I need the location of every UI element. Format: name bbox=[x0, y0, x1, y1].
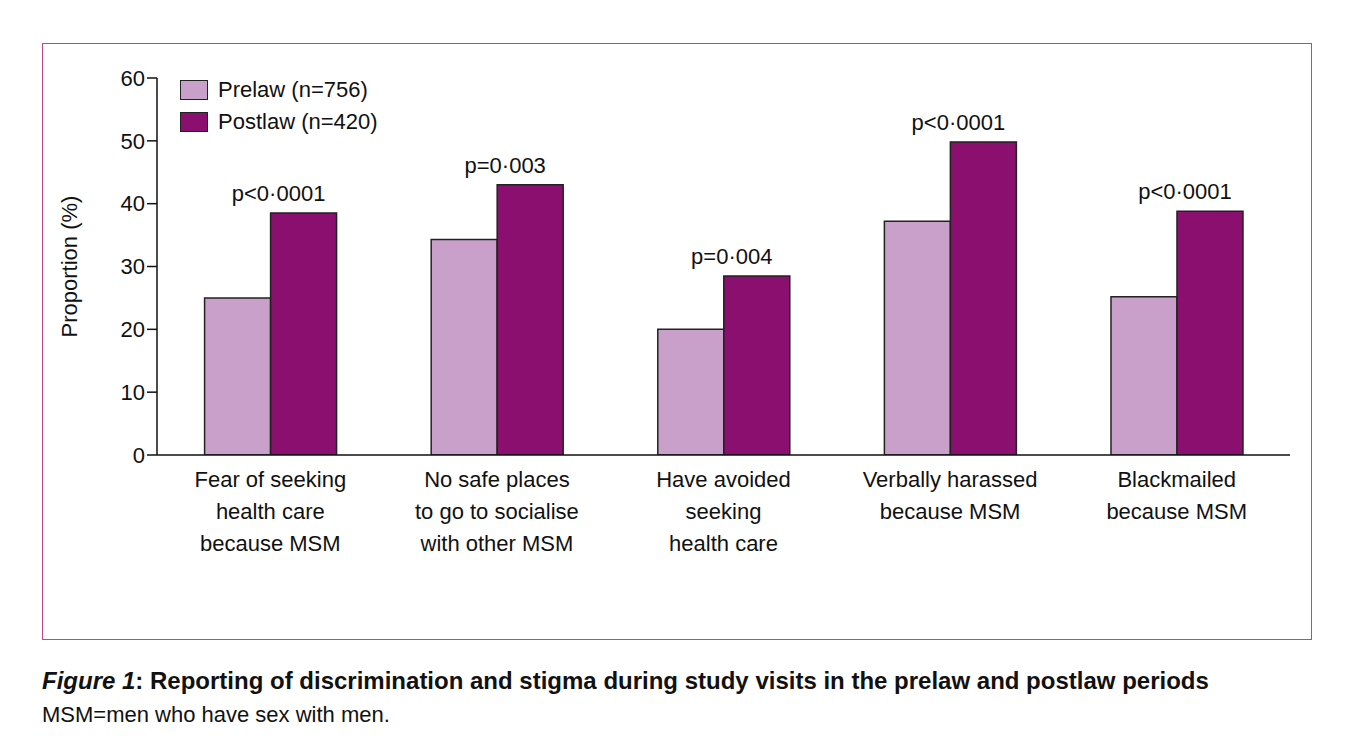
svg-text:p=0·003: p=0·003 bbox=[465, 153, 546, 178]
svg-text:50: 50 bbox=[121, 129, 145, 154]
svg-text:30: 30 bbox=[121, 254, 145, 279]
svg-text:p<0·0001: p<0·0001 bbox=[912, 110, 1006, 135]
svg-text:Blackmailedbecause MSM: Blackmailedbecause MSM bbox=[1106, 467, 1247, 524]
svg-text:60: 60 bbox=[121, 66, 145, 91]
html-text:Figure 1: Reporting of discrim: Figure 1: Reporting of discrimination an… bbox=[42, 667, 1209, 694]
svg-text:Proportion (%): Proportion (%) bbox=[57, 196, 82, 338]
svg-text:No safe placesto go to sociali: No safe placesto go to socialisewith oth… bbox=[415, 467, 579, 556]
svg-text:p<0·0001: p<0·0001 bbox=[232, 181, 326, 206]
svg-text:20: 20 bbox=[121, 317, 145, 342]
svg-text:Verbally harassedbecause MSM: Verbally harassedbecause MSM bbox=[863, 467, 1038, 524]
svg-text:10: 10 bbox=[121, 380, 145, 405]
html-text:Postlaw (n=420): Postlaw (n=420) bbox=[218, 109, 378, 134]
svg-text:Fear of seekinghealth carebeca: Fear of seekinghealth carebecause MSM bbox=[194, 467, 346, 556]
svg-text:p=0·004: p=0·004 bbox=[691, 244, 772, 269]
html-text:MSM=men who have sex with men.: MSM=men who have sex with men. bbox=[42, 702, 390, 727]
svg-text:p<0·0001: p<0·0001 bbox=[1138, 179, 1232, 204]
svg-text:Have avoidedseekinghealth care: Have avoidedseekinghealth care bbox=[656, 467, 791, 556]
html-text:Prelaw (n=756): Prelaw (n=756) bbox=[218, 77, 368, 102]
svg-text:0: 0 bbox=[133, 443, 145, 468]
svg-text:40: 40 bbox=[121, 191, 145, 216]
